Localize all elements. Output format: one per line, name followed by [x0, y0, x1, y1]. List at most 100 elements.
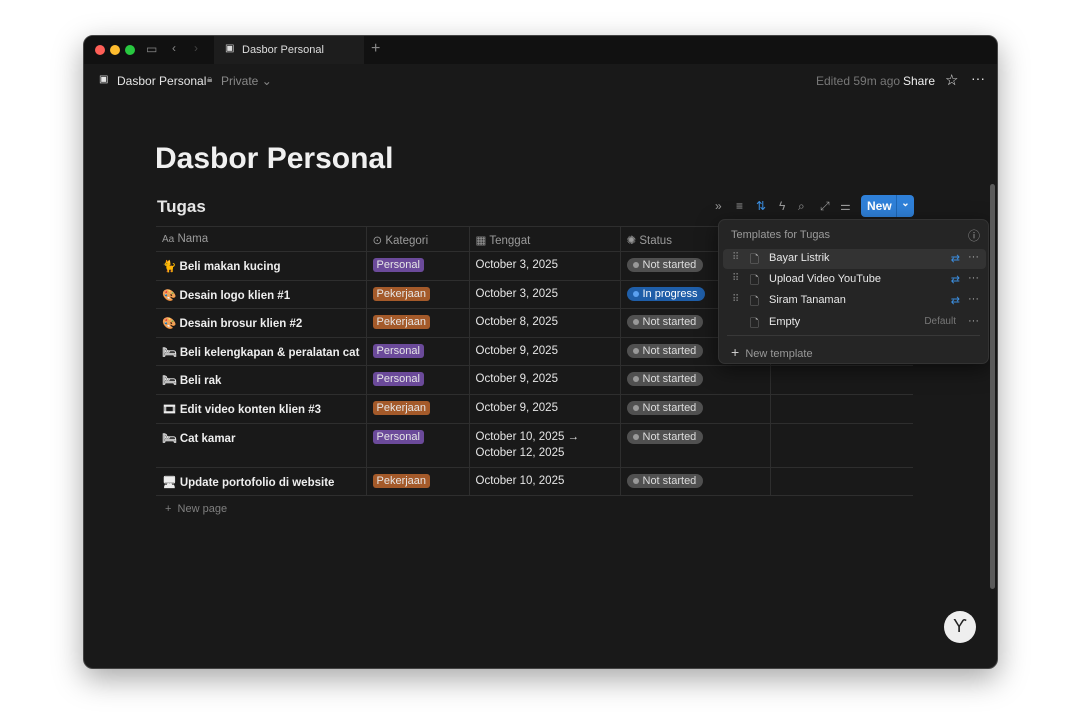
- cell-kategori[interactable]: Personal: [366, 251, 470, 281]
- cell-nama[interactable]: 🛏 Cat kamar: [156, 423, 367, 468]
- repeat-icon[interactable]: ⇄: [950, 295, 960, 307]
- more-icon[interactable]: ···: [971, 70, 985, 86]
- repeat-icon[interactable]: ⇄: [950, 253, 960, 265]
- maximize-window-button[interactable]: [125, 45, 135, 55]
- cell-kategori[interactable]: Pekerjaan: [366, 280, 470, 310]
- table-row[interactable]: 🛏 Beli rak Personal October 9, 2025 Not …: [156, 365, 913, 395]
- back-icon[interactable]: ‹: [172, 41, 176, 55]
- status-label: Not started: [642, 474, 697, 487]
- cell-extra[interactable]: [770, 365, 913, 395]
- template-item[interactable]: ⠿ 🗋 Bayar Listrik ⇄ ···: [723, 249, 986, 269]
- cell-tenggat[interactable]: October 10, 2025: [469, 467, 621, 497]
- cell-extra[interactable]: [770, 423, 913, 468]
- star-icon[interactable]: ☆: [945, 72, 959, 89]
- template-item[interactable]: 🗋 Empty Default ···: [723, 313, 986, 333]
- more-icon[interactable]: ···: [968, 272, 979, 284]
- expand-icon[interactable]: »: [715, 199, 722, 213]
- more-icon[interactable]: ···: [968, 251, 979, 263]
- cell-kategori[interactable]: Personal: [366, 423, 470, 468]
- template-item[interactable]: ⠿ 🗋 Siram Tanaman ⇄ ···: [723, 291, 986, 311]
- forward-icon[interactable]: ›: [194, 41, 198, 55]
- table-row[interactable]: 🛏 Beli kelengkapan & peralatan cat Perso…: [156, 337, 913, 367]
- cell-nama[interactable]: 🎨 Desain logo klien #1: [156, 280, 367, 310]
- status-badge: Not started: [626, 315, 704, 330]
- column-tenggat[interactable]: ▦ Tenggat: [469, 226, 621, 252]
- cell-extra[interactable]: [770, 467, 913, 497]
- tab-dasbor-personal[interactable]: ▣ Dasbor Personal: [214, 36, 364, 64]
- cell-extra[interactable]: [770, 394, 913, 424]
- cell-tenggat[interactable]: October 9, 2025: [469, 365, 621, 395]
- cell-nama[interactable]: 🛏 Beli rak: [156, 365, 367, 395]
- fullscreen-icon[interactable]: ⤢: [820, 199, 830, 213]
- cell-tenggat[interactable]: October 9, 2025: [469, 337, 621, 367]
- cell-tenggat[interactable]: October 3, 2025: [469, 251, 621, 281]
- template-name: Bayar Listrik: [769, 252, 830, 264]
- status-label: In progress: [642, 287, 698, 300]
- kategori-tag: Personal: [372, 429, 424, 444]
- templates-title: Templates for Tugas: [731, 229, 831, 241]
- help-icon[interactable]: ⓘ: [967, 229, 980, 243]
- scrollbar[interactable]: [990, 184, 995, 589]
- page-icon: ▣: [99, 74, 109, 85]
- cell-nama[interactable]: 🎞 Edit video konten klien #3: [156, 394, 367, 424]
- share-button[interactable]: Share: [903, 74, 936, 88]
- privacy-dropdown[interactable]: Private ⌄: [221, 74, 272, 88]
- new-page-button[interactable]: + New page: [165, 503, 228, 515]
- cell-kategori[interactable]: Pekerjaan: [366, 467, 470, 497]
- task-name: Cat kamar: [179, 432, 236, 445]
- template-name: Siram Tanaman: [769, 294, 846, 306]
- filter-icon[interactable]: ≡: [736, 199, 744, 213]
- table-row[interactable]: 🎞 Edit video konten klien #3 Pekerjaan O…: [156, 394, 913, 424]
- cell-tenggat[interactable]: October 3, 2025: [469, 280, 621, 310]
- cell-status[interactable]: Not started: [620, 423, 771, 468]
- cell-nama[interactable]: 🛏 Beli kelengkapan & peralatan cat: [156, 337, 367, 367]
- help-assistant-button[interactable]: ϒ: [944, 611, 976, 643]
- more-icon[interactable]: ···: [968, 315, 979, 327]
- column-label: Status: [639, 235, 672, 247]
- new-template-button[interactable]: + New template: [731, 344, 813, 360]
- repeat-icon[interactable]: ⇄: [950, 274, 960, 286]
- kategori-tag: Pekerjaan: [372, 400, 431, 415]
- drag-handle-icon[interactable]: ⠿: [732, 294, 740, 305]
- template-item[interactable]: ⠿ 🗋 Upload Video YouTube ⇄ ···: [723, 270, 986, 290]
- cell-kategori[interactable]: Personal: [366, 365, 470, 395]
- cell-nama[interactable]: 🖥 Update portofolio di website: [156, 467, 367, 497]
- cell-kategori[interactable]: Pekerjaan: [366, 308, 470, 338]
- sidebar-toggle-icon[interactable]: ▭: [146, 42, 158, 56]
- breadcrumb[interactable]: Dasbor Personal: [117, 74, 207, 88]
- cell-nama[interactable]: 🐈 Beli makan kucing: [156, 251, 367, 281]
- table-row[interactable]: 🛏 Cat kamar Personal October 10, 2025 → O…: [156, 423, 913, 468]
- document-icon: 🗋: [750, 318, 759, 330]
- table-row[interactable]: 🎨 Desain brosur klien #2 Pekerjaan Octob…: [156, 308, 913, 338]
- status-badge: Not started: [626, 400, 704, 415]
- sort-icon[interactable]: ⇅: [756, 199, 767, 213]
- task-name: Beli kelengkapan & peralatan cat: [179, 346, 360, 359]
- chevron-down-icon[interactable]: ⌄: [896, 195, 914, 217]
- close-window-button[interactable]: [95, 45, 105, 55]
- cell-status[interactable]: Not started: [620, 394, 771, 424]
- column-nama[interactable]: Aa Nama: [156, 226, 367, 252]
- search-icon[interactable]: ⌕: [798, 199, 805, 213]
- settings-icon[interactable]: ⚌: [840, 199, 851, 213]
- cell-tenggat[interactable]: October 8, 2025: [469, 308, 621, 338]
- cell-tenggat[interactable]: October 10, 2025 → October 12, 2025: [469, 423, 621, 468]
- automation-icon[interactable]: ϟ: [779, 199, 786, 213]
- database-title[interactable]: Tugas: [157, 197, 206, 216]
- cell-nama[interactable]: 🎨 Desain brosur klien #2: [156, 308, 367, 338]
- cell-tenggat[interactable]: October 9, 2025: [469, 394, 621, 424]
- more-icon[interactable]: ···: [968, 293, 979, 305]
- cell-status[interactable]: Not started: [620, 308, 771, 338]
- new-tab-icon[interactable]: +: [371, 40, 381, 57]
- table-row[interactable]: 🖥 Update portofolio di website Pekerjaan…: [156, 467, 913, 497]
- column-kategori[interactable]: ⊙ Kategori: [366, 226, 470, 252]
- column-label: Nama: [177, 233, 209, 245]
- new-button[interactable]: New ⌄: [861, 195, 914, 217]
- cell-kategori[interactable]: Personal: [366, 337, 470, 367]
- cell-status[interactable]: Not started: [620, 467, 771, 497]
- drag-handle-icon[interactable]: ⠿: [732, 273, 740, 284]
- drag-handle-icon[interactable]: ⠿: [732, 252, 740, 263]
- minimize-window-button[interactable]: [110, 45, 120, 55]
- cell-kategori[interactable]: Pekerjaan: [366, 394, 470, 424]
- cell-status[interactable]: Not started: [620, 365, 771, 395]
- status-label: Not started: [642, 430, 697, 443]
